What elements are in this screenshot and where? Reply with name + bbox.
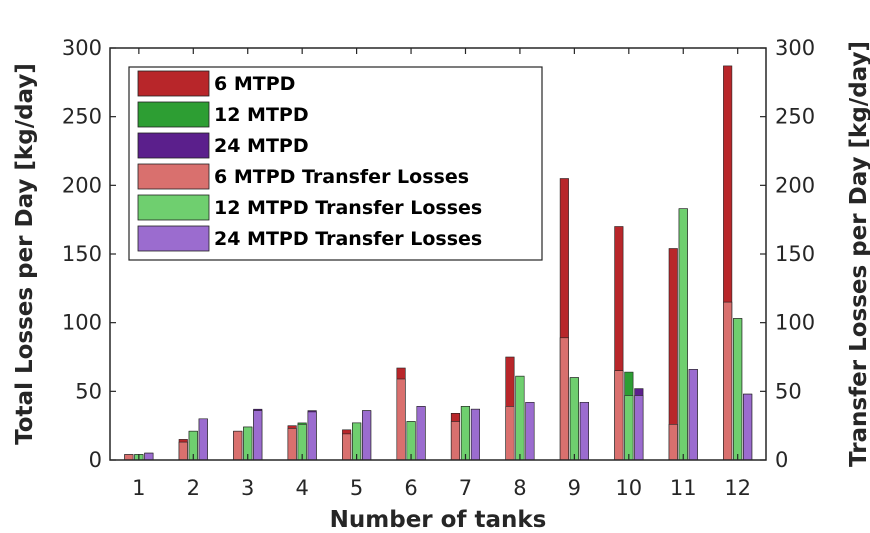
bar-transfer-g0-1	[124, 454, 134, 461]
bars-layer	[124, 65, 753, 461]
x-tick-label: 11	[670, 476, 697, 500]
bar-transfer-g1-7	[460, 406, 471, 461]
legend: 6 MTPD 12 MTPD 24 MTPD 6 MTPD Transfer Loss…	[128, 66, 543, 261]
bar-transfer-g0-12	[723, 301, 733, 461]
bar-transfer-g2-8	[525, 401, 535, 461]
y-right-tick-label: 0	[775, 448, 788, 472]
bar-transfer-g0-4	[287, 428, 297, 461]
x-tick-label: 8	[513, 476, 526, 500]
x-tick-label: 6	[404, 476, 417, 500]
legend-label: 24 MTPD Transfer Losses	[214, 228, 482, 250]
x-tick-label: 4	[295, 476, 308, 500]
y-tick-label: 300	[62, 36, 102, 60]
bar-transfer-g0-7	[450, 421, 461, 461]
x-tick-label: 12	[724, 476, 751, 500]
x-tick-label: 10	[615, 476, 642, 500]
bar-transfer-g2-6	[416, 406, 426, 461]
bar-transfer-g2-3	[253, 410, 263, 461]
y-tick-label: 100	[62, 311, 102, 335]
bar-transfer-g0-2	[178, 441, 188, 461]
y-right-tick-label: 50	[775, 379, 802, 403]
bar-transfer-g1-9	[569, 377, 579, 461]
bar-transfer-g1-11	[678, 208, 688, 461]
x-tick-label: 2	[187, 476, 200, 500]
bar-transfer-g0-10	[614, 370, 624, 461]
y-right-tick-label: 200	[775, 173, 815, 197]
y-tick-label: 50	[75, 379, 102, 403]
y-right-tick-label: 300	[775, 36, 815, 60]
bar-transfer-g2-5	[362, 410, 372, 461]
bar-transfer-g2-11	[688, 369, 698, 461]
bar-transfer-g0-8	[505, 406, 515, 461]
legend-swatch	[137, 194, 210, 221]
legend-label: 6 MTPD	[214, 73, 295, 95]
y-tick-label: 0	[89, 448, 102, 472]
y-tick-label: 150	[62, 242, 102, 266]
y-right-tick-label: 150	[775, 242, 815, 266]
y-tick-label: 200	[62, 173, 102, 197]
legend-swatch	[137, 70, 210, 97]
bar-transfer-g2-12	[743, 393, 753, 461]
legend-label: 12 MTPD Transfer Losses	[214, 197, 482, 219]
bar-transfer-g0-3	[233, 430, 243, 461]
bar-transfer-g2-1	[144, 452, 154, 461]
legend-label: 24 MTPD	[214, 135, 309, 157]
bar-transfer-g2-2	[198, 418, 208, 461]
y-axis-title: Total Losses per Day [kg/day]	[12, 63, 38, 445]
legend-swatch	[137, 225, 210, 252]
bar-transfer-g0-9	[559, 337, 569, 461]
x-tick-label: 1	[132, 476, 145, 500]
y-tick-label: 250	[62, 105, 102, 129]
legend-label: 12 MTPD	[214, 104, 309, 126]
x-tick-label: 9	[568, 476, 581, 500]
x-tick-label: 7	[459, 476, 472, 500]
bar-transfer-g2-10	[634, 395, 644, 461]
bar-transfer-g1-10	[624, 395, 634, 461]
bar-transfer-g1-8	[515, 375, 525, 461]
y-axis-right-title: Transfer Losses per Day [kg/day]	[846, 41, 870, 467]
bar-transfer-g0-11	[668, 423, 678, 461]
legend-swatch	[137, 132, 210, 159]
x-axis-title: Number of tanks	[330, 507, 547, 533]
bar-transfer-g2-4	[307, 411, 317, 461]
legend-label: 6 MTPD Transfer Losses	[214, 166, 469, 188]
bar-transfer-g2-7	[470, 408, 481, 461]
x-tick-label: 3	[241, 476, 254, 500]
legend-swatch	[137, 163, 210, 190]
x-tick-label: 5	[350, 476, 363, 500]
bar-transfer-g0-6	[396, 378, 406, 461]
bar-transfer-g1-12	[733, 318, 743, 461]
bar-transfer-g0-5	[342, 433, 352, 461]
bar-transfer-g2-9	[579, 401, 589, 461]
y-right-tick-label: 100	[775, 311, 815, 335]
legend-swatch	[137, 101, 210, 128]
y-right-tick-label: 250	[775, 105, 815, 129]
